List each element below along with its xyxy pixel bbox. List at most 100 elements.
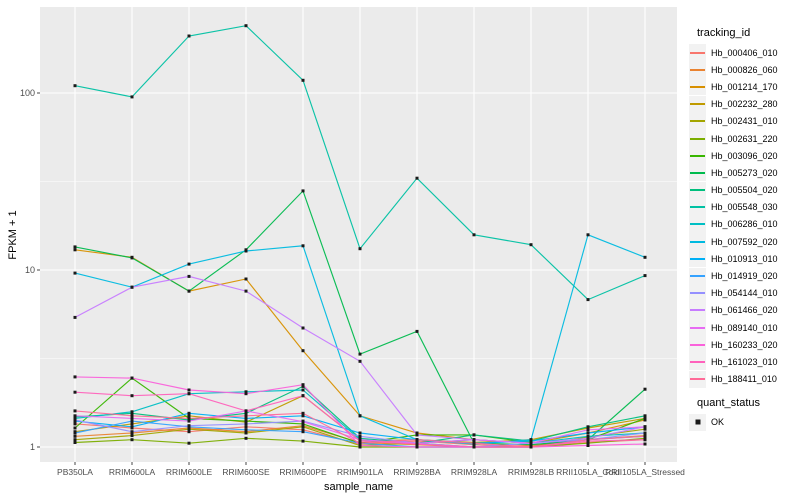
data-point [187, 289, 191, 293]
data-point [301, 414, 305, 418]
data-point [244, 431, 248, 435]
data-point [643, 255, 647, 259]
data-point [187, 388, 191, 392]
legend-item-Hb_161023_010: Hb_161023_010 [689, 353, 799, 371]
legend-item-Hb_006286_010: Hb_006286_010 [689, 215, 799, 233]
data-point [244, 425, 248, 429]
data-point [244, 390, 248, 394]
legend-item-label: Hb_000406_010 [711, 47, 778, 58]
legend-item-Hb_007592_020: Hb_007592_020 [689, 233, 799, 251]
legend-line-icon [690, 223, 705, 226]
data-point [187, 392, 191, 396]
legend-item-label: Hb_007592_020 [711, 236, 778, 247]
legend-item-Hb_054144_010: Hb_054144_010 [689, 284, 799, 302]
legend-key-swatch [689, 198, 706, 216]
legend-line-icon [690, 51, 705, 54]
data-point [415, 176, 419, 180]
data-point [244, 24, 248, 28]
data-point [472, 233, 476, 237]
legend-item-label: Hb_089140_010 [711, 322, 778, 333]
legend-title-tracking-id: tracking_id [697, 27, 751, 39]
data-point [643, 442, 647, 446]
legend-line-icon [690, 85, 705, 88]
data-point [643, 418, 647, 422]
legend-line-icon [690, 292, 705, 295]
data-point [643, 387, 647, 391]
data-point [244, 422, 248, 426]
data-point [586, 441, 590, 445]
x-tick-label: RRII105LA_Cold [556, 467, 620, 477]
data-point [358, 359, 362, 363]
data-point [301, 78, 305, 82]
legend-item-Hb_002232_280: Hb_002232_280 [689, 95, 799, 113]
data-point [187, 414, 191, 418]
data-point [244, 414, 248, 418]
data-point [358, 444, 362, 447]
legend-key-swatch [689, 147, 706, 165]
data-point [301, 394, 305, 398]
data-point [244, 289, 248, 293]
data-point [586, 431, 590, 435]
legend-item-label: Hb_005504_020 [711, 185, 778, 196]
data-point [529, 243, 533, 247]
data-point [130, 430, 134, 434]
legend-item-label: Hb_010913_010 [711, 253, 778, 264]
data-point [187, 430, 191, 434]
data-point [187, 262, 191, 266]
legend-item-Hb_001214_170: Hb_001214_170 [689, 78, 799, 96]
legend-item-Hb_160233_020: Hb_160233_020 [689, 336, 799, 354]
data-point [130, 419, 134, 423]
data-point [586, 444, 590, 447]
data-point [586, 298, 590, 302]
data-point [358, 352, 362, 356]
x-tick-label: RRIM928BA [393, 467, 441, 477]
data-point [586, 233, 590, 237]
legend-line-icon [690, 154, 705, 157]
legend-line-icon [690, 360, 705, 363]
data-point [415, 442, 419, 446]
legend-line-icon [690, 68, 705, 71]
data-point [73, 434, 77, 438]
data-point [73, 409, 77, 413]
legend-item-label: Hb_002631_220 [711, 133, 778, 144]
data-point [472, 445, 476, 449]
black-square-point-icon [695, 419, 700, 425]
data-point [187, 274, 191, 278]
x-tick-label: RRIM600PE [279, 467, 327, 477]
data-point [529, 445, 533, 449]
data-point [244, 392, 248, 396]
data-point [415, 445, 419, 449]
data-point [529, 439, 533, 443]
legend-item-label: Hb_001214_170 [711, 81, 778, 92]
y-axis-title: FPKM + 1 [7, 210, 19, 260]
legend-item-label: Hb_061466_020 [711, 305, 778, 316]
data-point [130, 434, 134, 438]
y-tick-label: 10 [25, 265, 35, 275]
data-point [130, 416, 134, 420]
legend-item-label: Hb_002232_280 [711, 99, 778, 110]
legend-key-swatch [689, 250, 706, 268]
x-tick-label: RRIM928LA [451, 467, 498, 477]
data-point [358, 434, 362, 438]
data-point [73, 84, 77, 88]
legend-key-swatch [689, 44, 706, 62]
legend-line-icon [690, 378, 705, 381]
data-point [73, 375, 77, 379]
legend-item-label: Hb_006286_010 [711, 219, 778, 230]
data-point [130, 425, 134, 429]
data-point [187, 34, 191, 38]
legend-item-Hb_000826_060: Hb_000826_060 [689, 61, 799, 79]
data-point [301, 326, 305, 330]
data-point [73, 422, 77, 426]
data-point [301, 439, 305, 443]
legend-item-quant-ok: OK [689, 413, 799, 431]
legend-line-icon [690, 240, 705, 243]
legend-item-label: Hb_014919_020 [711, 271, 778, 282]
legend-line-icon [690, 103, 705, 106]
data-point [73, 438, 77, 442]
data-point [415, 438, 419, 442]
data-point [244, 409, 248, 413]
x-tick-label: RRIM600LE [166, 467, 213, 477]
legend-item-Hb_005273_020: Hb_005273_020 [689, 164, 799, 182]
